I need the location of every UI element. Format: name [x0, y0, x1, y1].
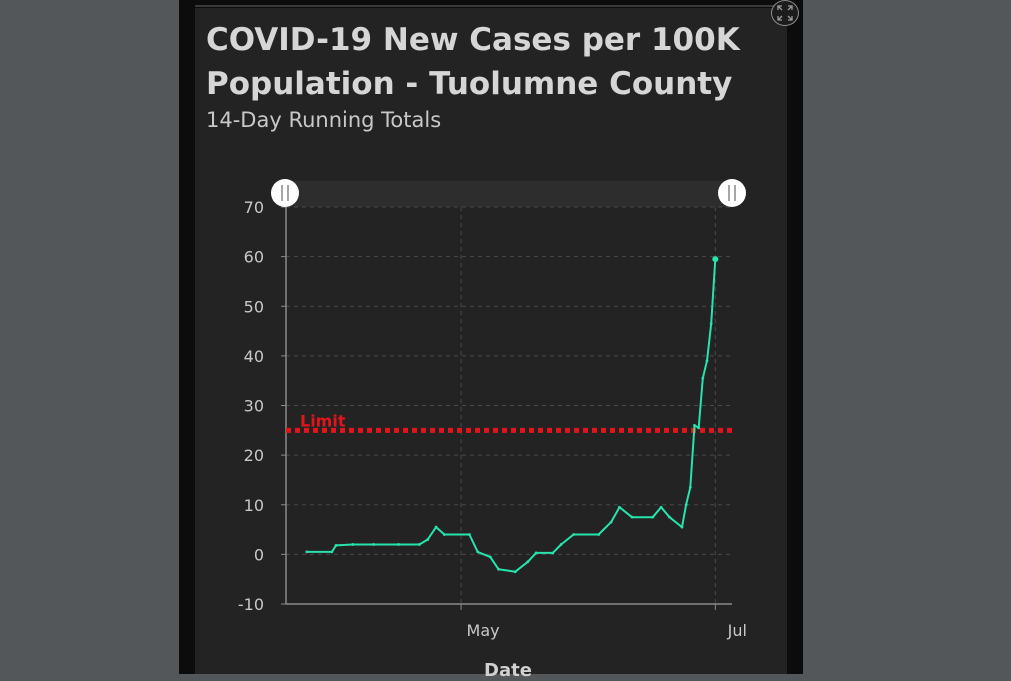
data-point — [372, 543, 375, 546]
limit-label: Limit — [300, 411, 346, 430]
data-point — [701, 376, 705, 380]
x-axis-ticks: May Jul — [460, 604, 747, 640]
data-point — [497, 567, 500, 571]
y-tick-label: 10 — [244, 496, 264, 515]
data-point — [488, 555, 492, 559]
y-tick-label: 60 — [244, 248, 264, 267]
x-axis-label: Date — [484, 660, 532, 681]
data-point — [697, 426, 701, 430]
data-point — [397, 543, 400, 546]
chart-subtitle: 14-Day Running Totals — [206, 108, 442, 132]
data-point — [434, 525, 438, 529]
data-point — [709, 322, 713, 326]
data-point — [618, 505, 621, 509]
data-point — [572, 533, 576, 536]
range-handle-left[interactable] — [271, 179, 299, 207]
y-axis-ticks: 70 60 50 40 30 20 10 0 -10 — [238, 198, 286, 614]
y-tick-label: 30 — [244, 397, 264, 416]
data-point — [705, 359, 709, 363]
data-point — [468, 533, 471, 536]
data-point — [305, 550, 309, 554]
data-point — [680, 525, 684, 529]
y-tick-label: 70 — [244, 198, 264, 217]
x-tick-label: May — [467, 621, 500, 640]
data-point — [609, 520, 613, 524]
series-group — [305, 256, 719, 574]
data-point — [659, 505, 663, 509]
chart-title: COVID-19 New Cases per 100K Population -… — [206, 22, 740, 102]
chart-panel — [195, 8, 787, 674]
data-point — [476, 550, 480, 554]
panel-top-border — [195, 5, 787, 7]
data-point — [426, 538, 430, 541]
data-point — [526, 560, 530, 564]
data-point — [551, 551, 555, 555]
y-tick-label: -10 — [238, 595, 264, 614]
data-point — [693, 423, 696, 427]
data-point — [651, 515, 655, 519]
range-slider-track[interactable] — [285, 181, 732, 207]
y-tick-label: 0 — [254, 545, 264, 564]
data-point — [334, 544, 338, 547]
expand-button[interactable] — [771, 0, 799, 26]
expand-icon — [777, 5, 793, 21]
data-point — [442, 533, 446, 536]
y-tick-label: 20 — [244, 446, 264, 465]
data-point — [513, 570, 517, 574]
data-point — [417, 543, 421, 546]
series-line — [306, 259, 717, 573]
x-tick-label: Jul — [727, 621, 747, 640]
y-tick-label: 50 — [244, 297, 264, 316]
last-data-point — [712, 256, 719, 263]
grid — [286, 206, 732, 604]
data-point — [559, 543, 563, 546]
data-point — [351, 543, 355, 546]
data-point — [668, 515, 671, 519]
data-point — [684, 503, 688, 507]
range-handle-right[interactable] — [718, 179, 746, 207]
data-point — [597, 533, 601, 536]
y-tick-label: 40 — [244, 347, 264, 366]
data-point — [330, 550, 334, 554]
data-point — [688, 485, 692, 489]
data-point — [534, 551, 538, 555]
data-point — [630, 515, 634, 519]
limit-line-group: Limit — [286, 411, 732, 433]
